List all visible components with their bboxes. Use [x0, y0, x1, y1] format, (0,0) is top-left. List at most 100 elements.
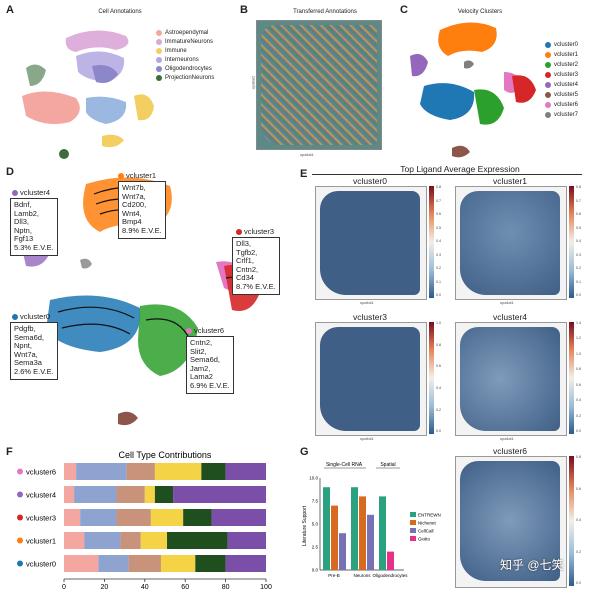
bar-segment-projectionneurons-vcluster1 [167, 532, 228, 549]
group-label-spatial: Spatial [380, 462, 395, 468]
bar-segment-immatureneurons-vcluster6 [76, 463, 127, 480]
legend-label: ImmatureNeurons [165, 38, 214, 45]
callout-label-vcluster0: vcluster0 [12, 312, 50, 321]
legend-label: Immune [165, 47, 187, 54]
axis-x-vcluster4: spatial1 [500, 436, 514, 441]
x-tick-label: 40 [141, 584, 149, 591]
legend-label: Nichenet [418, 521, 437, 526]
legend-label: Giotto [418, 537, 431, 542]
cluster-dot [118, 172, 124, 179]
callout-label-vcluster4: vcluster4 [12, 188, 50, 197]
category-dot [17, 514, 23, 521]
panel-a-title: Cell Annotations [98, 9, 142, 15]
bar-segment-interneurons-vcluster1 [120, 532, 141, 549]
colorbar-ticks-vcluster0: 0.8 0.7 0.6 0.5 0.4 0.3 0.2 0.1 0.0 [436, 185, 441, 298]
legend-swatch [156, 56, 162, 63]
bar-segment-immatureneurons-vcluster3 [80, 509, 117, 526]
legend-swatch [410, 536, 416, 541]
legend-swatch [545, 92, 551, 98]
legend-swatch [156, 74, 162, 81]
bar-segment-immune-vcluster0 [160, 555, 196, 572]
panel-a-legend: Astroependymal ImmatureNeurons Immune In… [156, 28, 214, 82]
watermark: 知乎 @七笑 [500, 558, 564, 572]
bar-entrewn-pre-b [323, 487, 330, 570]
subplot-title-vcluster6: vcluster6 [492, 446, 527, 456]
bar-segment-oligodendrocytes-vcluster1 [227, 532, 266, 549]
bar-segment-immatureneurons-vcluster4 [74, 486, 117, 503]
bar-giotto-oligodendrocytes [387, 551, 394, 570]
y-tick-label: 5.0 [312, 522, 319, 527]
category-label: vcluster0 [26, 560, 56, 569]
category-label: vcluster4 [26, 491, 56, 500]
legend-label: vcluster5 [554, 92, 579, 98]
colorbar-vcluster0 [429, 186, 434, 298]
legend-label: vcluster7 [554, 112, 579, 118]
y-axis-label: Literature Support [302, 505, 308, 546]
legend-label: Astroependymal [165, 29, 209, 36]
legend-swatch [545, 112, 551, 118]
spatial-plot-vcluster3 [315, 322, 427, 436]
bar-segment-projectionneurons-vcluster3 [183, 509, 212, 526]
bar-segment-astroependymal-vcluster4 [64, 486, 75, 503]
category-dot [17, 468, 23, 475]
panel-letter-g: G [300, 446, 309, 458]
legend-label: Interneurons [165, 56, 199, 63]
x-tick-label: 60 [181, 584, 189, 591]
panel-b-spatial-plot [256, 20, 382, 150]
cluster-dot [236, 228, 242, 235]
colorbar-ticks-vcluster6: 0.8 0.6 0.4 0.2 0.0 [576, 455, 581, 586]
legend-label: CellCall [418, 529, 434, 534]
legend-swatch [156, 65, 162, 72]
colorbar-vcluster1 [569, 186, 574, 298]
category-label: vcluster1 [26, 537, 56, 546]
cluster-dot [12, 189, 18, 196]
legend-label: ProjectionNeurons [165, 74, 215, 81]
legend-swatch [156, 38, 162, 45]
panel-letter-b: B [240, 4, 248, 16]
x-tick-label: 0 [62, 584, 66, 591]
x-category-label: Oligodendrocytes [372, 573, 408, 578]
bar-nichenet-pre-b [331, 505, 338, 570]
legend-swatch [545, 72, 551, 78]
axis-x-vcluster1: spatial1 [500, 300, 514, 305]
callout-label-vcluster1: vcluster1 [118, 171, 156, 180]
category-dot [17, 537, 23, 544]
legend-label: vcluster6 [554, 102, 579, 108]
legend-swatch [545, 62, 551, 68]
x-tick-label: 20 [101, 584, 109, 591]
y-tick-label: 10.0 [309, 476, 318, 481]
category-label: vcluster6 [26, 468, 56, 477]
bar-nichenet-neurons [359, 496, 366, 570]
category-label: vcluster3 [26, 514, 56, 523]
bar-segment-interneurons-vcluster4 [116, 486, 145, 503]
bar-segment-oligodendrocytes-vcluster0 [225, 555, 266, 572]
panel-c-title: Velocity Clusters [457, 9, 503, 15]
panel-letter-a: A [6, 4, 14, 16]
legend-label: vcluster2 [554, 62, 579, 68]
x-category-label: Neurons [353, 573, 371, 578]
panel-a-umap [22, 30, 154, 159]
colorbar-vcluster3 [429, 322, 434, 434]
legend-swatch [545, 82, 551, 88]
bar-entrewn-neurons [351, 487, 358, 570]
callout-vcluster3: Dll3, Tgfb2, Crlf1, Cntn2, Cd34 8.7% E.V.E. [232, 237, 280, 295]
panel-f-stacked-bar-chart: Cell Type Contributions vcluster6 vcluste… [17, 450, 272, 591]
bar-segment-immatureneurons-vcluster1 [84, 532, 121, 549]
legend-label: vcluster1 [554, 52, 579, 58]
category-dot [17, 560, 23, 567]
bar-segment-immune-vcluster4 [144, 486, 155, 503]
bar-segment-immatureneurons-vcluster0 [98, 555, 129, 572]
bar-segment-oligodendrocytes-vcluster4 [173, 486, 266, 503]
panel-e-title-rule [312, 174, 582, 175]
legend-label: vcluster3 [554, 72, 579, 78]
y-tick-label: 7.5 [312, 499, 319, 504]
bar-segment-immune-vcluster3 [150, 509, 184, 526]
bar-segment-projectionneurons-vcluster4 [154, 486, 174, 503]
bar-segment-oligodendrocytes-vcluster3 [211, 509, 266, 526]
y-tick-label: 2.5 [312, 545, 319, 550]
axis-x-vcluster0: spatial1 [360, 300, 374, 305]
spatial-plot-vcluster6 [455, 456, 567, 588]
legend-label: ENTREWN [418, 513, 441, 518]
x-tick-label: 100 [260, 584, 272, 591]
bar-segment-immune-vcluster1 [140, 532, 168, 549]
